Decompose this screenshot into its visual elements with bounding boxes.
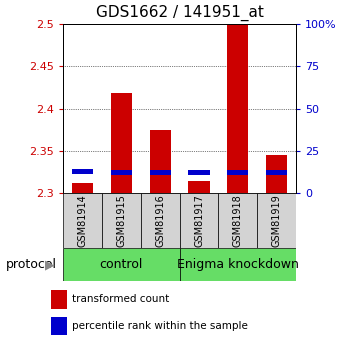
Bar <box>180 248 296 281</box>
Text: protocol: protocol <box>5 258 56 271</box>
Text: GSM81917: GSM81917 <box>194 194 204 247</box>
Bar <box>266 170 287 176</box>
Bar <box>257 193 296 248</box>
Bar <box>218 193 257 248</box>
Text: Enigma knockdown: Enigma knockdown <box>177 258 299 271</box>
Text: GSM81914: GSM81914 <box>78 195 88 247</box>
Bar <box>188 180 210 193</box>
Bar <box>111 170 132 176</box>
Bar <box>51 290 67 309</box>
Bar <box>227 24 248 193</box>
Text: percentile rank within the sample: percentile rank within the sample <box>72 321 248 331</box>
Bar <box>188 169 210 175</box>
Bar <box>63 193 102 248</box>
Bar <box>149 130 171 193</box>
Text: transformed count: transformed count <box>72 294 169 304</box>
Bar <box>149 170 171 176</box>
Text: control: control <box>100 258 143 271</box>
Text: GSM81919: GSM81919 <box>271 195 282 247</box>
Title: GDS1662 / 141951_at: GDS1662 / 141951_at <box>96 5 264 21</box>
Text: GSM81915: GSM81915 <box>116 194 126 247</box>
Bar <box>266 155 287 193</box>
Text: GSM81916: GSM81916 <box>155 195 165 247</box>
Bar <box>72 169 93 174</box>
Bar <box>72 183 93 193</box>
Bar <box>227 170 248 176</box>
Bar <box>102 193 141 248</box>
Text: ▶: ▶ <box>45 258 55 271</box>
Text: GSM81918: GSM81918 <box>233 195 243 247</box>
Bar <box>51 317 67 335</box>
Bar <box>111 93 132 193</box>
Bar <box>180 193 218 248</box>
Bar <box>63 248 180 281</box>
Bar <box>141 193 180 248</box>
